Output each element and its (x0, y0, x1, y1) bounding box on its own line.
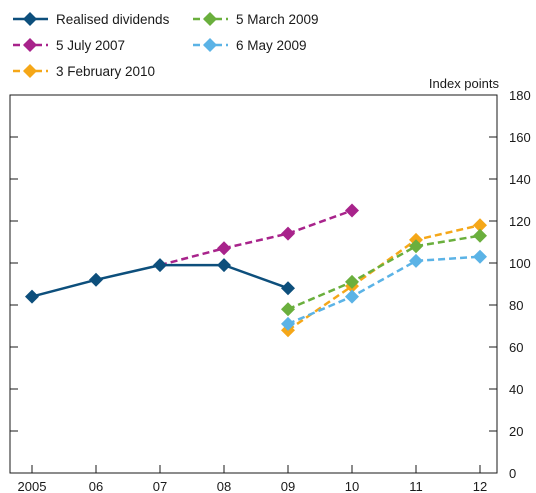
data-point (473, 218, 487, 233)
x-tick-label: 06 (89, 479, 103, 493)
y-tick-label: 40 (509, 382, 523, 397)
series-line (287, 234, 481, 311)
data-point (345, 274, 359, 289)
plot-frame (9, 94, 498, 474)
y-tick-label: 100 (509, 256, 531, 271)
data-point (345, 203, 359, 218)
x-tick-label: 12 (473, 479, 487, 493)
series-line (159, 209, 353, 267)
legend-marker (23, 12, 37, 26)
x-tick-label: 11 (409, 479, 423, 493)
data-point (153, 258, 167, 273)
data-point (281, 316, 295, 331)
y-tick-label: 20 (509, 424, 523, 439)
data-point (281, 281, 295, 296)
series-1 (159, 203, 359, 267)
y-tick-label: 160 (509, 130, 531, 145)
data-point (217, 241, 231, 256)
series-0 (25, 258, 295, 304)
legend-item: 6 May 2009 (193, 38, 307, 53)
legend-label: 5 July 2007 (56, 38, 125, 53)
legend: Realised dividends 5 July 2007 3 February … (13, 12, 319, 79)
legend-item: 3 February 2010 (13, 64, 155, 79)
data-point (281, 302, 295, 317)
data-point (217, 258, 231, 273)
series-3 (281, 228, 487, 317)
data-point (473, 228, 487, 243)
x-tick-label: 10 (345, 479, 359, 493)
x-tick-label: 2005 (18, 479, 47, 493)
legend-marker (23, 38, 37, 52)
data-point (89, 272, 103, 287)
y-tick-label: 140 (509, 172, 531, 187)
x-tick-label: 07 (153, 479, 167, 493)
y-tick-label: 120 (509, 214, 531, 229)
series-line (287, 223, 481, 332)
data-point (409, 253, 423, 268)
series-2 (281, 218, 487, 338)
series-line (287, 255, 481, 326)
legend-item: Realised dividends (13, 12, 170, 27)
y-tick-label: 180 (509, 88, 531, 103)
series-4 (281, 249, 487, 331)
legend-marker (23, 64, 37, 78)
legend-label: 5 March 2009 (236, 12, 319, 27)
legend-label: Realised dividends (56, 12, 170, 27)
data-point (409, 239, 423, 254)
legend-label: 6 May 2009 (236, 38, 307, 53)
series-layer (25, 203, 487, 338)
legend-item: 5 July 2007 (13, 38, 125, 53)
legend-marker (203, 12, 217, 26)
y-tick-label: 0 (509, 466, 516, 481)
data-point (25, 289, 39, 304)
legend-item: 5 March 2009 (193, 12, 319, 27)
y-axis: 0 20 40 60 80 100 120 140 160 180 (10, 88, 531, 481)
x-tick-label: 09 (281, 479, 295, 493)
y-tick-label: 60 (509, 340, 523, 355)
data-point (473, 249, 487, 264)
x-tick-label: 08 (217, 479, 231, 493)
legend-marker (203, 38, 217, 52)
legend-label: 3 February 2010 (56, 64, 155, 79)
data-point (281, 226, 295, 241)
y-axis-label: Index points (429, 76, 500, 91)
y-tick-label: 80 (509, 298, 523, 313)
x-axis: 2005 06 07 08 09 10 11 12 (18, 465, 487, 493)
data-point (345, 289, 359, 304)
